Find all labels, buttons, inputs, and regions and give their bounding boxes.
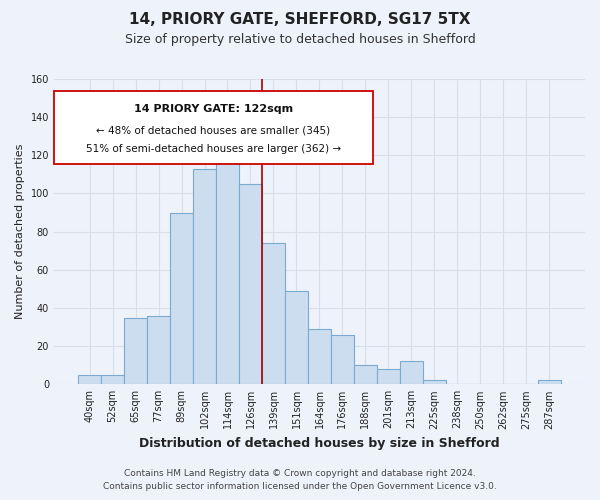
Bar	[285, 291, 308, 384]
Text: 51% of semi-detached houses are larger (362) →: 51% of semi-detached houses are larger (…	[86, 144, 341, 154]
Text: 14, PRIORY GATE, SHEFFORD, SG17 5TX: 14, PRIORY GATE, SHEFFORD, SG17 5TX	[129, 12, 471, 28]
Bar	[78, 375, 101, 384]
Bar	[400, 362, 423, 384]
Bar	[170, 212, 193, 384]
Text: 14 PRIORY GATE: 122sqm: 14 PRIORY GATE: 122sqm	[134, 104, 293, 114]
Bar	[538, 380, 561, 384]
Y-axis label: Number of detached properties: Number of detached properties	[15, 144, 25, 320]
X-axis label: Distribution of detached houses by size in Shefford: Distribution of detached houses by size …	[139, 437, 500, 450]
FancyBboxPatch shape	[54, 91, 373, 164]
Bar	[308, 329, 331, 384]
Bar	[354, 365, 377, 384]
Bar	[331, 334, 354, 384]
Bar	[193, 168, 216, 384]
Bar	[239, 184, 262, 384]
Text: Contains public sector information licensed under the Open Government Licence v3: Contains public sector information licen…	[103, 482, 497, 491]
Bar	[262, 243, 285, 384]
Text: Size of property relative to detached houses in Shefford: Size of property relative to detached ho…	[125, 32, 475, 46]
Bar	[124, 318, 147, 384]
Bar	[101, 375, 124, 384]
Text: ← 48% of detached houses are smaller (345): ← 48% of detached houses are smaller (34…	[96, 126, 331, 136]
Text: Contains HM Land Registry data © Crown copyright and database right 2024.: Contains HM Land Registry data © Crown c…	[124, 468, 476, 477]
Bar	[377, 369, 400, 384]
Bar	[216, 156, 239, 384]
Bar	[147, 316, 170, 384]
Bar	[423, 380, 446, 384]
